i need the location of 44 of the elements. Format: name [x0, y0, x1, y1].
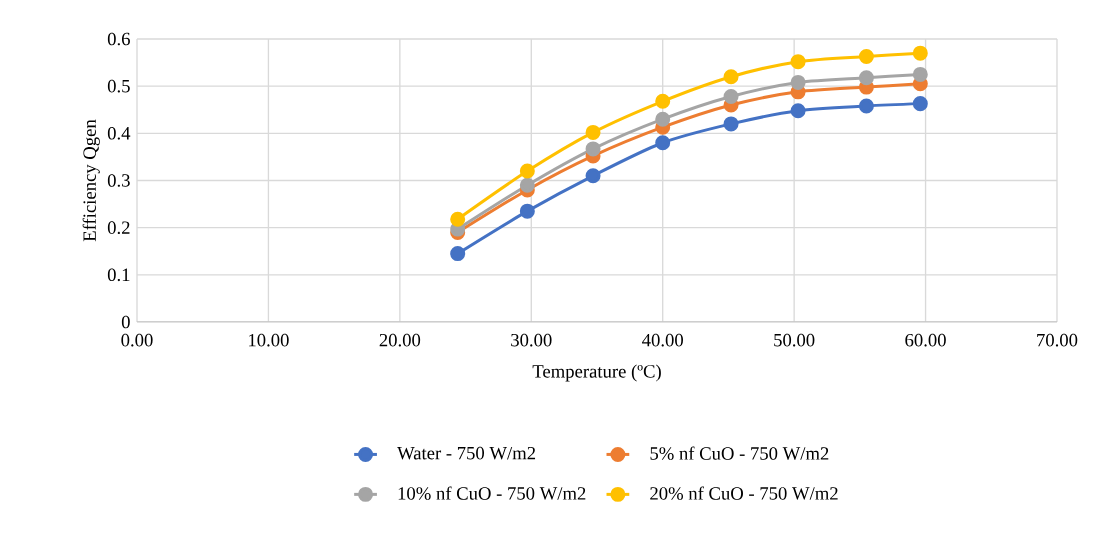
legend-label: Water - 750 W/m2: [397, 446, 536, 460]
y-axis-title: Efficiency Qgen: [82, 119, 100, 242]
point: [790, 74, 806, 90]
point: [519, 203, 535, 219]
x-tick-label: 70.00: [1037, 333, 1078, 347]
legend-label: 10% nf CuO - 750 W/m2: [398, 486, 586, 500]
point: [450, 246, 466, 262]
point: [723, 116, 739, 132]
point: [655, 93, 671, 109]
x-tick-label: 60.00: [905, 333, 946, 347]
y-tick-label: 0.2: [107, 221, 130, 235]
point: [858, 98, 874, 114]
point: [723, 69, 739, 85]
point: [655, 111, 671, 127]
point: [450, 211, 466, 227]
point: [585, 124, 601, 140]
legend-label: 5% nf CuO - 750 W/m2: [650, 446, 829, 460]
point: [790, 103, 806, 119]
point: [519, 163, 535, 179]
y-tick-label: 0.3: [107, 174, 130, 187]
point: [858, 70, 874, 86]
x-tick-label: 0.00: [121, 333, 153, 347]
point: [585, 168, 601, 184]
x-tick-label: 30.00: [511, 333, 552, 347]
point: [655, 135, 671, 151]
point: [912, 66, 928, 82]
point: [790, 54, 806, 70]
x-tick-label: 20.00: [379, 333, 421, 347]
y-tick-label: 0: [121, 315, 130, 329]
legend-label: 20% nf CuO - 750 W/m2: [650, 486, 838, 500]
x-tick-label: 40.00: [642, 333, 683, 347]
x-tick-label: 50.00: [774, 333, 815, 347]
y-tick-label: 0.6: [107, 32, 130, 46]
y-tick-label: 0.1: [107, 268, 130, 282]
point: [858, 48, 874, 64]
point: [912, 96, 928, 112]
x-tick-label: 10.00: [249, 333, 289, 347]
point: [585, 141, 601, 157]
x-axis-title: Temperature (ºC): [532, 364, 661, 382]
point: [723, 89, 739, 105]
point: [912, 45, 928, 61]
point: [519, 177, 535, 193]
y-tick-label: 0.4: [107, 126, 131, 140]
y-tick-label: 0.5: [107, 79, 130, 93]
